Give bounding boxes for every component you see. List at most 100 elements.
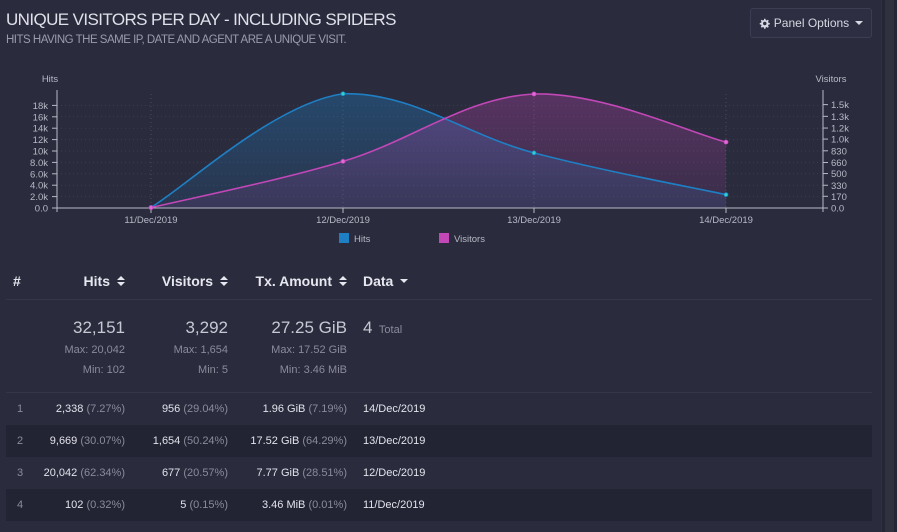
- legend-swatch-hits[interactable]: [339, 233, 349, 243]
- summary-visitors-max: Max: 1,654: [173, 344, 228, 356]
- row-visitors: 956 (29.04%): [162, 403, 228, 415]
- row-hits: 20,042 (62.34%): [44, 467, 125, 479]
- row-hits: 9,669 (30.07%): [50, 435, 125, 447]
- visitors-point[interactable]: [723, 139, 729, 145]
- left-tick-label: 8.0k: [30, 158, 48, 169]
- panel-options-button[interactable]: Panel Options: [750, 8, 872, 38]
- header-data-label: Data: [363, 272, 394, 289]
- row-hits-percent: (0.32%): [86, 499, 125, 511]
- sort-icon: [117, 275, 125, 286]
- row-tx: 1.96 GiB (7.19%): [263, 403, 347, 415]
- sort-icon: [339, 275, 347, 286]
- right-tick-label: 500: [831, 169, 847, 180]
- right-tick-label: 1.2k: [831, 124, 849, 135]
- summary-hits-min: Min: 102: [82, 364, 125, 376]
- right-tick-label: 660: [831, 158, 847, 169]
- row-tx: 17.52 GiB (64.29%): [250, 435, 347, 447]
- summary-visitors: 3,292 Max: 1,654 Min: 5: [174, 318, 228, 376]
- row-hits-value: 9,669: [49, 435, 78, 447]
- page-scrollbar[interactable]: [881, 0, 897, 532]
- right-tick-label: 1.3k: [831, 112, 849, 123]
- header-tx-amount[interactable]: Tx. Amount: [256, 273, 347, 289]
- row-tx-value: 17.52 GiB: [250, 435, 300, 447]
- header-visitors-label: Visitors: [161, 272, 213, 289]
- panel-title: UNIQUE VISITORS PER DAY - INCLUDING SPID…: [6, 10, 396, 29]
- summary-visitors-total: 3,292: [185, 318, 228, 337]
- left-tick-label: 6.0k: [30, 169, 48, 180]
- hits-point[interactable]: [531, 150, 537, 156]
- summary-hits-max: Max: 20,042: [64, 344, 125, 356]
- panel-options-label: Panel Options: [773, 16, 850, 30]
- right-tick-label: 0.0: [831, 204, 844, 215]
- left-tick-label: 18k: [33, 101, 49, 112]
- table-row[interactable]: 3 20,042 (62.34%) 677 (20.57%) 7.77 GiB (28…: [6, 457, 872, 489]
- table-summary: 32,151 Max: 20,042 Min: 102 3,292 Max: 1…: [6, 300, 872, 393]
- row-tx-percent: (0.01%): [308, 499, 347, 511]
- legend-label-visitors[interactable]: Visitors: [454, 234, 485, 245]
- visitors-area: [151, 93, 726, 208]
- panel-header: UNIQUE VISITORS PER DAY - INCLUDING SPID…: [6, 10, 396, 46]
- table-row[interactable]: 2 9,669 (30.07%) 1,654 (50.24%) 17.52 GiB (…: [6, 425, 872, 457]
- row-hits-percent: (62.34%): [80, 467, 125, 479]
- row-visitors: 5 (0.15%): [180, 499, 228, 511]
- row-tx-value: 1.96 GiB: [262, 403, 306, 415]
- left-tick-label: 0.0: [35, 204, 48, 215]
- row-hits-value: 20,042: [43, 467, 78, 479]
- row-index: 1: [17, 403, 24, 415]
- row-hits-percent: (7.27%): [86, 403, 125, 415]
- scrollbar-thumb[interactable]: [885, 0, 894, 532]
- header-tx-label: Tx. Amount: [255, 272, 332, 289]
- left-tick-label: 10k: [33, 147, 49, 158]
- right-axis-label: Visitors: [816, 74, 847, 85]
- right-tick-label: 1.5k: [831, 100, 849, 111]
- table-row[interactable]: 4 102 (0.32%) 5 (0.15%) 3.46 MiB (0.01%) 11/…: [6, 489, 872, 521]
- left-axis-label: Hits: [42, 74, 59, 85]
- left-tick-label: 12k: [33, 135, 49, 146]
- hits-point[interactable]: [340, 91, 346, 97]
- row-tx-value: 7.77 GiB: [256, 467, 300, 479]
- hits-point[interactable]: [723, 192, 729, 198]
- header-hits[interactable]: Hits: [84, 273, 125, 289]
- row-visitors: 1,654 (50.24%): [153, 435, 228, 447]
- chart-axes: 0.02.0k4.0k6.0k8.0k10k12k14k16k18k0.0170…: [30, 90, 849, 226]
- header-data[interactable]: Data: [363, 272, 409, 289]
- chevron-down-icon: [400, 278, 409, 283]
- chart-points: [148, 91, 729, 211]
- gear-icon: [759, 18, 770, 29]
- row-visitors-value: 677: [161, 467, 181, 479]
- summary-tx-total: 27.25 GiB: [271, 318, 347, 337]
- panel-subtitle: HITS HAVING THE SAME IP, DATE AND AGENT …: [6, 34, 347, 46]
- row-hits-percent: (30.07%): [80, 435, 125, 447]
- visitors-table: # Hits Visitors Tx. Amount Data 32,151 M…: [6, 262, 872, 521]
- row-visitors-percent: (20.57%): [183, 467, 228, 479]
- summary-hits: 32,151 Max: 20,042 Min: 102: [64, 318, 125, 376]
- row-index: 4: [17, 499, 24, 511]
- row-tx-percent: (28.51%): [302, 467, 347, 479]
- row-tx: 3.46 MiB (0.01%): [262, 499, 347, 511]
- visitors-point[interactable]: [340, 158, 346, 164]
- x-tick-label: 11/Dec/2019: [124, 215, 177, 226]
- legend-swatch-visitors[interactable]: [439, 233, 449, 243]
- x-tick-label: 12/Dec/2019: [316, 215, 370, 226]
- chevron-down-icon: [855, 21, 864, 25]
- row-tx-value: 3.46 MiB: [261, 499, 306, 511]
- hits-line: [150, 92, 727, 209]
- visitors-point[interactable]: [531, 91, 537, 97]
- row-visitors-percent: (0.15%): [189, 499, 228, 511]
- row-date: 13/Dec/2019: [363, 435, 426, 447]
- summary-tx-max: Max: 17.52 GiB: [271, 344, 347, 356]
- row-hits: 2,338 (7.27%): [56, 403, 125, 415]
- legend-label-hits[interactable]: Hits: [354, 234, 371, 245]
- row-visitors: 677 (20.57%): [162, 467, 228, 479]
- table-row[interactable]: 1 2,338 (7.27%) 956 (29.04%) 1.96 GiB (7.19…: [6, 393, 872, 425]
- visitors-point[interactable]: [148, 205, 154, 211]
- row-visitors-value: 1,654: [152, 435, 181, 447]
- row-visitors-percent: (50.24%): [183, 435, 228, 447]
- summary-tx: 27.25 GiB Max: 17.52 GiB Min: 3.46 MiB: [271, 318, 347, 376]
- left-tick-label: 2.0k: [30, 192, 48, 203]
- summary-data-count: 4: [363, 318, 373, 337]
- row-date: 11/Dec/2019: [363, 499, 425, 511]
- row-index: 2: [17, 435, 24, 447]
- row-tx-percent: (64.29%): [302, 435, 347, 447]
- header-visitors[interactable]: Visitors: [162, 273, 228, 289]
